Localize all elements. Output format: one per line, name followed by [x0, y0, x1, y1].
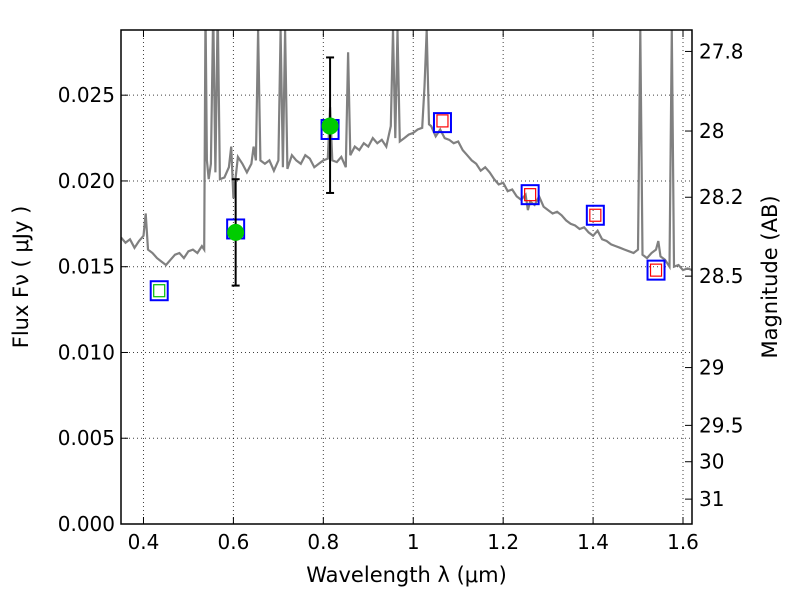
x-axis-label: Wavelength λ (μm) — [306, 563, 507, 587]
model-marker-square — [646, 259, 666, 281]
y2-tick-label: 30 — [699, 450, 724, 474]
y-tick-label: 0.000 — [58, 512, 115, 536]
y2-tick-label: 28.5 — [699, 264, 744, 288]
y2-axis-label: Magnitude (AB) — [758, 195, 782, 358]
y2-tick-label: 31 — [699, 487, 724, 511]
observed-marker-square — [524, 188, 537, 202]
y-tick-label: 0.015 — [58, 255, 115, 279]
observed-marker-square — [649, 263, 663, 277]
x-tick-label: 1.2 — [487, 530, 519, 554]
x-tick-label: 1 — [407, 530, 420, 554]
observed-marker-circle — [321, 117, 339, 135]
observed-marker-square — [153, 284, 166, 298]
spectrum-line — [121, 30, 692, 272]
y-axis-label: Flux Fν ( μJy ) — [9, 206, 33, 349]
x-tick-label: 1.6 — [667, 530, 699, 554]
y-axis-ticks: 0.000 0.005 0.010 0.015 0.020 0.025 — [58, 83, 128, 536]
series-layer — [121, 30, 692, 302]
y2-tick-label: 28 — [699, 119, 724, 143]
y2-tick-label: 27.8 — [699, 39, 744, 63]
y-tick-label: 0.025 — [58, 83, 115, 107]
x-tick-label: 0.8 — [307, 530, 339, 554]
axes-frame — [120, 29, 693, 525]
x-tick-label: 1.4 — [577, 530, 609, 554]
y2-tick-label: 29 — [699, 356, 724, 380]
x-tick-label: 0.4 — [128, 530, 160, 554]
y-tick-label: 0.010 — [58, 340, 115, 364]
x-axis-ticks: 0.4 0.6 0.8 1 1.2 1.4 1.6 — [128, 30, 699, 554]
model-marker-square — [585, 204, 605, 226]
y2-tick-label: 29.5 — [699, 413, 744, 437]
observed-marker-square — [436, 114, 449, 128]
y-tick-label: 0.005 — [58, 426, 115, 450]
model-marker-square — [432, 112, 452, 134]
model-marker-square — [520, 184, 540, 206]
model-marker-square — [149, 280, 169, 302]
y2-tick-label: 28.2 — [699, 185, 744, 209]
y2-axis-ticks: 27.8 28 28.2 28.5 29 29.5 30 31 — [685, 39, 744, 511]
observed-marker-square — [589, 208, 602, 222]
y-tick-label: 0.020 — [58, 169, 115, 193]
observed-marker-circle — [227, 223, 245, 241]
x-tick-label: 0.6 — [217, 530, 249, 554]
